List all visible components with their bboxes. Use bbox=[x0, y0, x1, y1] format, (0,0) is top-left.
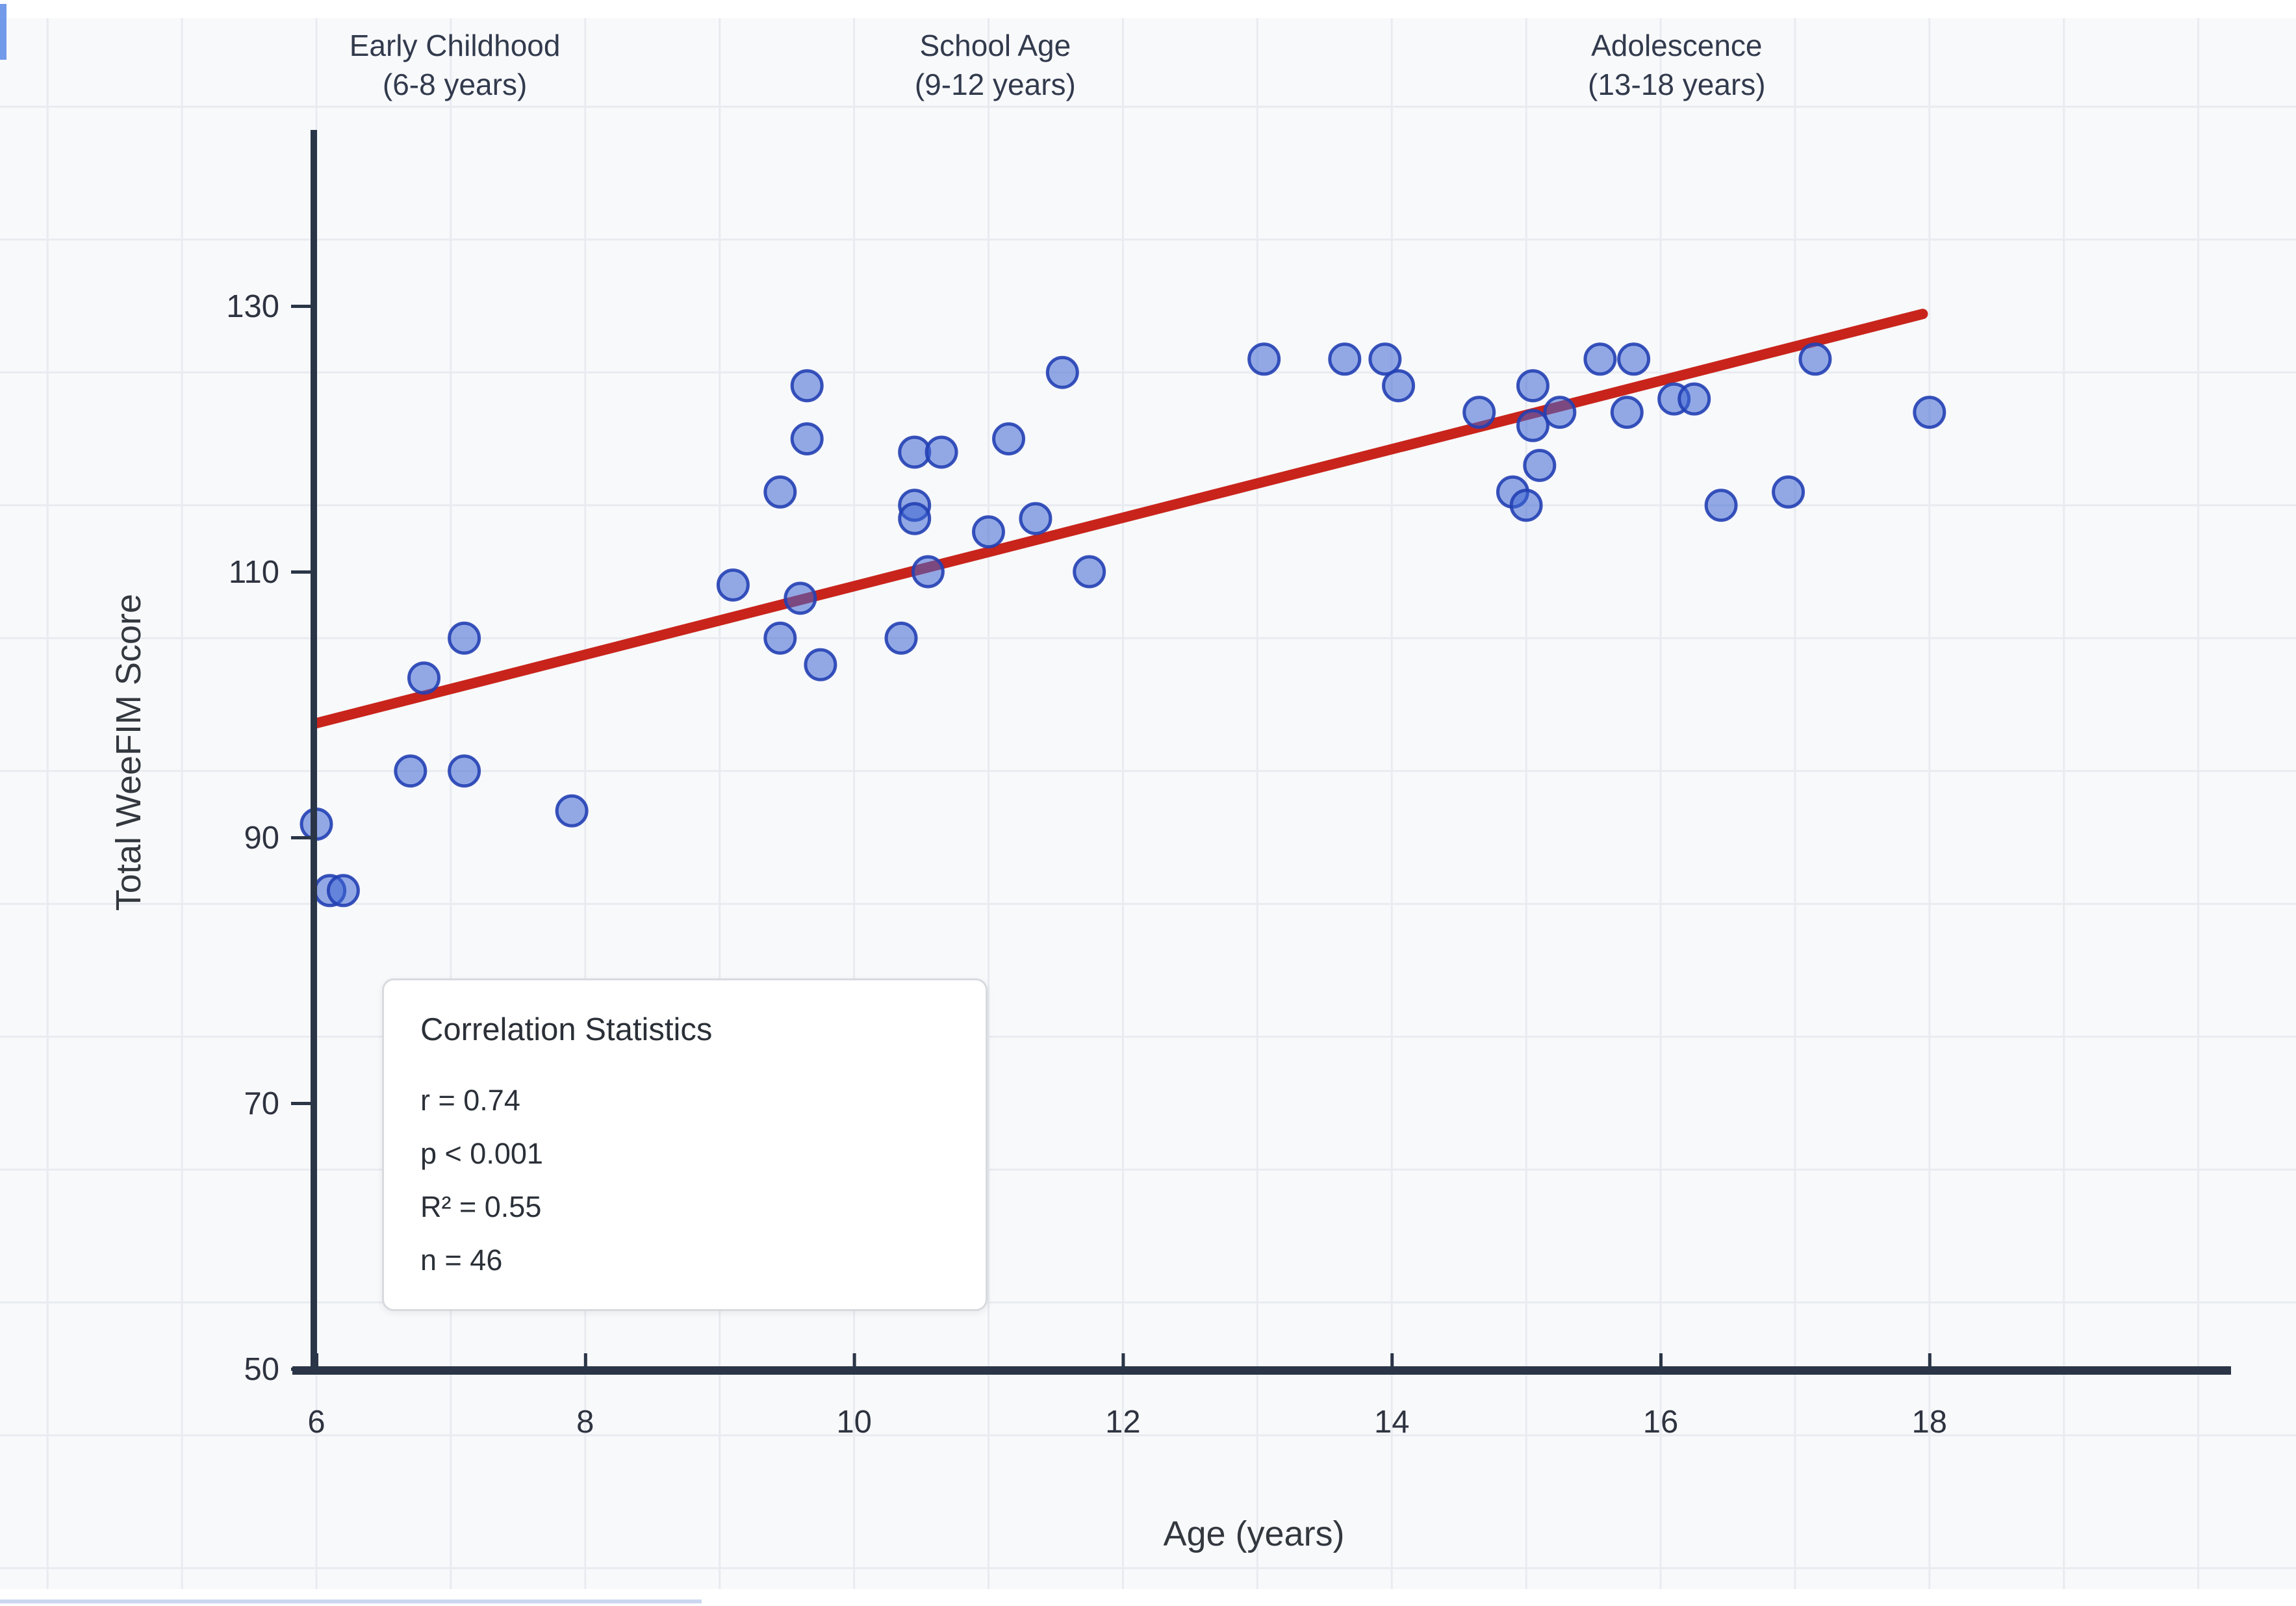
y-tick-label: 90 bbox=[244, 821, 279, 856]
y-tick-mark bbox=[291, 1368, 311, 1371]
y-tick-mark bbox=[291, 305, 311, 308]
age-group-line2: (13-18 years) bbox=[1588, 68, 1766, 101]
age-group-line1: School Age bbox=[919, 29, 1071, 62]
scatter-point[interactable] bbox=[1610, 396, 1644, 429]
age-group-line2: (9-12 years) bbox=[914, 68, 1076, 101]
age-group-label-early-childhood: Early Childhood (6-8 years) bbox=[350, 26, 561, 104]
y-axis-title: Total WeeFIM Score bbox=[109, 593, 148, 911]
scatter-point[interactable] bbox=[1516, 369, 1550, 403]
scatter-point[interactable] bbox=[1677, 382, 1711, 416]
y-tick-mark bbox=[291, 570, 311, 574]
scatter-point[interactable] bbox=[1328, 342, 1362, 376]
scatter-point[interactable] bbox=[1462, 396, 1496, 429]
scatter-point[interactable] bbox=[1617, 342, 1651, 376]
scatter-point[interactable] bbox=[1382, 369, 1416, 403]
x-tick-mark bbox=[852, 1353, 856, 1366]
stats-r-value: r = 0.74 bbox=[420, 1084, 520, 1117]
scatter-point[interactable] bbox=[407, 661, 441, 695]
scatter-point[interactable] bbox=[716, 568, 750, 602]
scatter-point[interactable] bbox=[1583, 342, 1617, 376]
scatter-point[interactable] bbox=[925, 435, 958, 469]
y-tick-mark bbox=[291, 836, 311, 839]
x-tick-label: 12 bbox=[1105, 1405, 1141, 1440]
scatter-point[interactable] bbox=[992, 422, 1026, 455]
scatter-point[interactable] bbox=[448, 754, 481, 788]
scatter-point[interactable] bbox=[911, 555, 945, 589]
scatter-point[interactable] bbox=[898, 502, 932, 535]
x-tick-mark bbox=[315, 1353, 318, 1366]
x-tick-mark bbox=[583, 1353, 587, 1366]
x-tick-mark bbox=[1390, 1353, 1394, 1366]
trend-line bbox=[311, 309, 1928, 729]
scatter-point[interactable] bbox=[1543, 396, 1577, 429]
x-tick-label: 6 bbox=[307, 1405, 325, 1440]
stats-p-value: p < 0.001 bbox=[420, 1137, 543, 1170]
stats-r2-value: R² = 0.55 bbox=[420, 1190, 542, 1223]
screenshot-edge-artifact-bottom bbox=[0, 1600, 702, 1603]
scatter-point[interactable] bbox=[1798, 342, 1832, 376]
scatter-point[interactable] bbox=[1516, 409, 1550, 442]
y-tick-label: 70 bbox=[244, 1086, 279, 1121]
scatter-point[interactable] bbox=[763, 621, 797, 655]
scatter-point[interactable] bbox=[1368, 342, 1402, 376]
scatter-point[interactable] bbox=[784, 581, 817, 615]
scatter-point[interactable] bbox=[1247, 342, 1281, 376]
scatter-point[interactable] bbox=[1045, 355, 1079, 389]
scatter-point[interactable] bbox=[1772, 475, 1805, 509]
y-tick-label: 110 bbox=[229, 555, 279, 590]
x-tick-label: 10 bbox=[836, 1405, 872, 1440]
scatter-point[interactable] bbox=[1523, 448, 1557, 482]
y-axis-line bbox=[311, 130, 317, 1373]
y-tick-label: 130 bbox=[226, 289, 279, 324]
plot-background bbox=[0, 18, 2296, 1589]
screenshot-edge-artifact-left bbox=[0, 4, 6, 60]
y-tick-label: 50 bbox=[244, 1352, 279, 1387]
x-tick-label: 14 bbox=[1374, 1405, 1410, 1440]
y-tick-mark bbox=[291, 1102, 311, 1105]
scatter-point[interactable] bbox=[763, 475, 797, 509]
scatter-point[interactable] bbox=[790, 422, 824, 455]
x-axis-title: Age (years) bbox=[1163, 1514, 1345, 1553]
x-tick-label: 16 bbox=[1643, 1405, 1679, 1440]
age-group-line1: Early Childhood bbox=[349, 29, 561, 62]
scatter-point[interactable] bbox=[555, 794, 589, 828]
age-group-line2: (6-8 years) bbox=[382, 68, 528, 101]
scatter-point[interactable] bbox=[448, 621, 481, 655]
stats-box-title: Correlation Statistics bbox=[420, 1012, 713, 1047]
age-group-line1: Adolescence bbox=[1591, 29, 1763, 62]
x-tick-label: 8 bbox=[576, 1405, 594, 1440]
x-tick-mark bbox=[1121, 1353, 1125, 1366]
scatter-point[interactable] bbox=[394, 754, 427, 788]
tick-labels: 50 70 90 110 130 6 8 10 12 14 16 18 bbox=[226, 289, 1947, 1440]
scatter-point[interactable] bbox=[1019, 502, 1052, 535]
scatter-point[interactable] bbox=[790, 369, 824, 403]
scatter-point[interactable] bbox=[884, 621, 918, 655]
x-axis-line bbox=[292, 1366, 2231, 1375]
x-tick-label: 18 bbox=[1912, 1405, 1948, 1440]
scatter-point[interactable] bbox=[1509, 489, 1543, 522]
age-group-label-adolescence: Adolescence (13-18 years) bbox=[1588, 26, 1766, 104]
regression-trend-line bbox=[311, 309, 1928, 729]
x-tick-mark bbox=[1659, 1353, 1663, 1366]
scatter-point[interactable] bbox=[804, 648, 837, 682]
stats-n-value: n = 46 bbox=[420, 1243, 503, 1277]
gridlines bbox=[0, 18, 2296, 1589]
scatter-points bbox=[300, 342, 1946, 908]
age-group-label-school-age: School Age (9-12 years) bbox=[915, 26, 1076, 104]
scatter-point[interactable] bbox=[1913, 396, 1946, 429]
scatter-point[interactable] bbox=[972, 515, 1005, 549]
scatter-point[interactable] bbox=[1704, 489, 1738, 522]
correlation-stats-box: Correlation Statistics r = 0.74 p < 0.00… bbox=[382, 978, 988, 1311]
x-tick-mark bbox=[1928, 1353, 1932, 1366]
scatter-point[interactable] bbox=[326, 874, 360, 908]
canvas-bg bbox=[0, 18, 2296, 1589]
scatter-point[interactable] bbox=[1073, 555, 1106, 589]
axes bbox=[291, 130, 2231, 1375]
